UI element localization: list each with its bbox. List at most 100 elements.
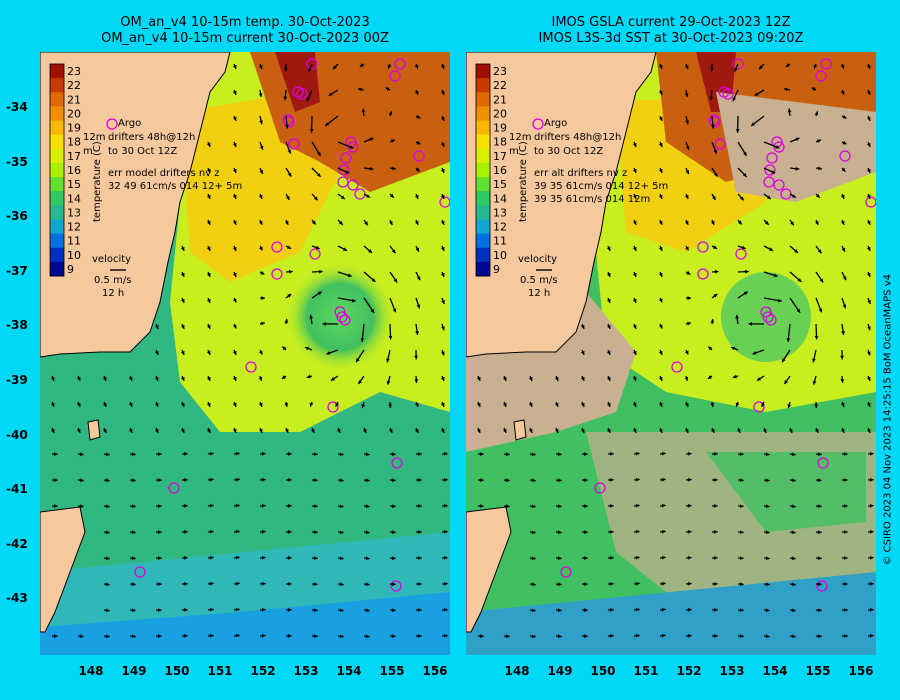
current-vector-head [388,335,393,340]
current-vector-head [391,478,396,483]
current-vector-head [235,503,240,508]
current-vector-head [183,503,188,508]
current-vector-head [180,428,185,433]
current-vector-head [584,582,588,586]
current-vector-head [684,402,689,407]
current-vector-head [739,582,744,587]
latitude-tick-label: -40 [6,427,28,442]
current-vector-head [531,452,536,457]
current-vector-head [393,278,398,283]
current-vector-head [609,581,614,586]
current-vector-head [368,249,373,253]
current-vector-head [661,555,666,560]
current-vector-head [209,503,214,508]
current-vector-head [443,477,448,482]
current-vector-head [288,452,292,456]
m-label: m [509,146,519,157]
colorbar-swatch [50,177,64,192]
current-vector-head [131,504,136,509]
current-vector-head [710,124,715,129]
current-vector-head [235,555,240,560]
current-vector-head [306,97,311,102]
current-vector-head [606,324,611,329]
current-vector-head [209,555,214,560]
current-vector-head [232,64,237,69]
current-vector-head [440,90,445,95]
current-vector-head [714,556,718,560]
mainland-land [466,52,657,358]
current-vector-head [505,504,510,509]
current-vector-head [158,556,162,560]
current-vector-head [313,196,318,201]
current-vector-head [260,271,265,275]
current-vector-head [557,556,562,561]
latitude-tick-label: -42 [6,536,28,551]
south-cool-water [466,572,876,655]
current-vector-head [209,633,214,638]
current-vector-head [869,555,874,560]
colorbar-swatch [476,78,490,93]
argo-marker [327,401,339,413]
argo-marker [390,580,402,592]
argo-marker [718,86,730,98]
current-vector-head [739,556,744,561]
island-land [87,419,101,441]
current-vector-head [817,634,822,639]
current-vector-head [414,220,419,225]
current-vector-head [658,428,663,433]
right-argo-markers [532,58,876,592]
current-vector-head [531,478,536,483]
current-vector-head [866,90,871,95]
latitude-tick-label: -37 [6,263,28,278]
colorbar-tick-label: 14 [493,192,507,205]
current-vector-head [235,477,240,482]
current-vector-head [209,607,214,612]
current-vector-head [287,245,292,249]
current-vector-head [632,350,637,355]
argo-marker [347,179,359,191]
colorbar-swatch [50,191,64,206]
current-vector-head [389,220,393,225]
current-vector-head [476,402,481,407]
current-vector-head [339,530,344,535]
err-line2: 39 35 61cm/s 014 12m [534,194,651,205]
argo-marker [760,306,772,318]
current-vector-head [183,633,188,638]
current-vector-head [206,298,211,303]
current-vector-head [762,428,767,433]
current-vector-head [842,114,847,119]
current-vector-head [76,428,81,433]
current-vector-head [632,168,637,173]
current-vector-head [158,478,162,482]
current-vector-head [765,452,770,457]
current-vector-head [658,142,663,147]
current-vector-head [714,504,718,508]
current-vector-head [632,376,637,381]
current-vector-head [606,272,611,277]
colorbar-swatch [50,92,64,107]
colorbar-swatch [476,205,490,220]
colorbar-frame [49,63,65,277]
current-vector-head [739,504,744,509]
left-colorbar-label: temperature (C) [92,141,103,222]
current-vector-head [313,582,318,587]
longitude-tick-label: 153 [719,664,745,678]
colorbar-tick-label: 20 [67,107,81,120]
current-vector-head [661,633,666,638]
current-vector-head [869,633,874,638]
current-vector-head [710,403,715,407]
current-vector-head [791,634,796,639]
colorbar-swatch [476,191,490,206]
argo-marker [306,58,318,70]
longitude-tick-label: 148 [504,664,530,678]
current-vector-head [765,478,770,483]
current-vector-head [258,402,263,407]
current-vector-head [658,376,663,381]
current-vector-head [606,402,611,407]
current-vector-head [736,428,741,433]
current-vector-head [840,194,845,199]
current-vector-head [632,272,637,277]
current-vector-head [440,116,445,121]
current-vector-head [866,376,871,381]
